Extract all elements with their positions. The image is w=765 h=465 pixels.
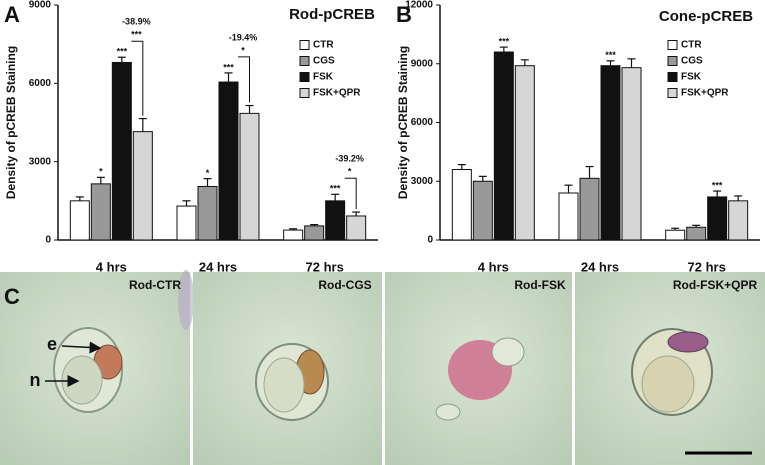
significance-label: *** — [117, 47, 128, 57]
y-tick-label: 0 — [45, 235, 51, 246]
marker-arrow — [61, 341, 102, 354]
legend-label: CTR — [681, 40, 702, 51]
legend-label: FSK — [313, 72, 334, 83]
comparison-change: -39.2% — [335, 154, 364, 164]
significance-label: *** — [499, 36, 510, 46]
comparison-stars: * — [241, 45, 245, 55]
marker-label: e — [47, 334, 57, 354]
marker-label: n — [30, 370, 41, 390]
bar — [686, 226, 707, 241]
legend-swatch — [667, 56, 678, 66]
comparison-change: -38.9% — [122, 17, 151, 27]
legend-swatch — [667, 88, 678, 98]
y-tick-label: 9000 — [29, 0, 52, 11]
chart-title: Cone-pCREB — [659, 8, 753, 25]
bar — [239, 112, 260, 241]
micrograph-label: Rod-CTR — [129, 278, 181, 292]
x-tick-label: 72 hrs — [688, 259, 726, 274]
legend-swatch — [299, 72, 310, 82]
significance-label: *** — [605, 50, 616, 60]
bar — [621, 67, 642, 241]
micrograph-panel — [385, 272, 572, 465]
micrograph-panel — [193, 272, 382, 465]
bar — [304, 225, 325, 241]
y-tick-label: 12000 — [405, 0, 433, 11]
chart-title: Rod-pCREB — [289, 6, 375, 23]
significance-label: *** — [223, 62, 234, 72]
legend-swatch — [667, 40, 678, 50]
y-tick-label: 6000 — [411, 117, 434, 128]
panel-letter: C — [4, 284, 20, 309]
bar — [707, 196, 728, 241]
legend-swatch — [299, 40, 310, 50]
bar — [218, 81, 239, 241]
significance-label: *** — [712, 180, 723, 190]
micrograph-label: Rod-FSK+QPR — [673, 278, 758, 292]
x-tick-label: 4 hrs — [478, 259, 509, 274]
y-tick-label: 0 — [427, 235, 433, 246]
bar — [600, 65, 621, 241]
y-axis-label: Density of pCREB Staining — [4, 46, 18, 199]
significance-label: *** — [330, 184, 341, 194]
bar — [558, 192, 579, 241]
significance-label: * — [206, 168, 210, 178]
micrograph-label: Rod-CGS — [318, 278, 371, 292]
y-axis-label: Density of pCREB Staining — [396, 46, 410, 199]
legend-label: CGS — [313, 56, 335, 67]
x-tick-label: 24 hrs — [581, 259, 619, 274]
legend-swatch — [299, 88, 310, 98]
micrograph-panel — [0, 270, 194, 465]
bar — [472, 180, 493, 241]
bar — [283, 229, 304, 241]
legend-label: FSK — [681, 72, 702, 83]
bar — [111, 61, 132, 241]
legend-label: CTR — [313, 40, 334, 51]
bar — [69, 200, 90, 241]
comparison-change: -19.4% — [229, 32, 258, 42]
legend-swatch — [299, 56, 310, 66]
bar — [728, 200, 749, 241]
x-tick-label: 72 hrs — [306, 259, 344, 274]
legend-label: FSK+QPR — [681, 88, 729, 99]
bar — [514, 65, 535, 241]
significance-label: * — [99, 167, 103, 177]
bar — [346, 215, 367, 241]
micrograph-panel — [575, 272, 765, 465]
legend-swatch — [667, 72, 678, 82]
y-tick-label: 3000 — [411, 176, 434, 187]
comparison-bracket — [131, 40, 144, 116]
x-tick-label: 4 hrs — [96, 259, 127, 274]
bar — [579, 177, 600, 241]
y-tick-label: 6000 — [29, 78, 52, 89]
bar — [493, 51, 514, 241]
legend-label: FSK+QPR — [313, 88, 361, 99]
panel-letter: B — [396, 2, 412, 27]
comparison-stars: * — [348, 167, 352, 177]
bar — [132, 131, 153, 241]
y-tick-label: 9000 — [411, 58, 434, 69]
panel-letter: A — [4, 2, 20, 27]
bar — [451, 169, 472, 241]
bar — [325, 200, 346, 241]
comparison-bracket — [238, 56, 250, 103]
comparison-bracket — [344, 177, 357, 210]
comparison-stars: *** — [131, 30, 142, 40]
micrograph-label: Rod-FSK — [514, 278, 566, 292]
y-tick-label: 3000 — [29, 156, 52, 167]
bar — [665, 229, 686, 241]
bar — [197, 185, 218, 241]
bar — [90, 183, 111, 241]
bar — [176, 205, 197, 241]
legend-label: CGS — [681, 56, 703, 67]
x-tick-label: 24 hrs — [199, 259, 237, 274]
